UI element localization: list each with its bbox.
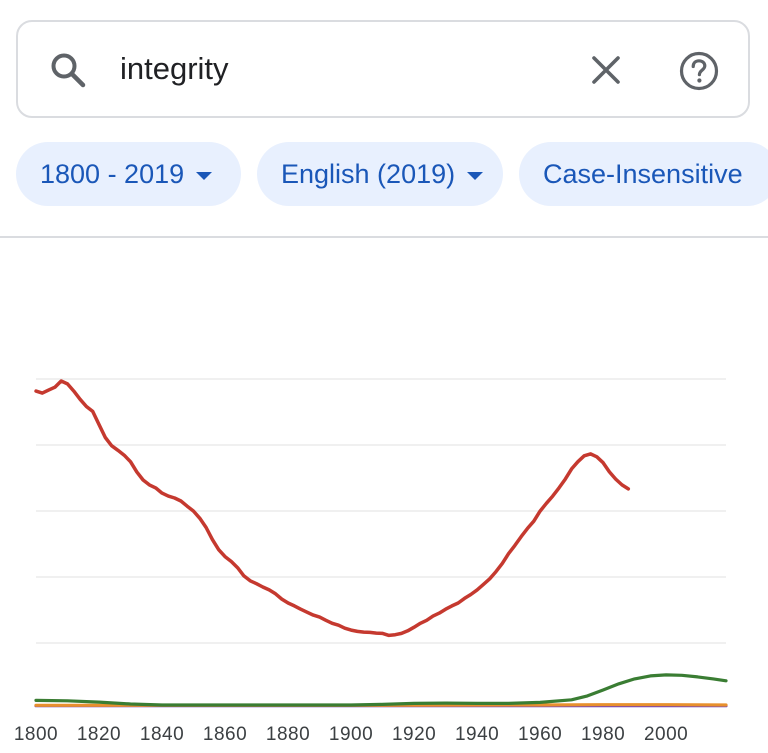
series-line-1[interactable] <box>34 673 728 707</box>
case-sensitivity-label: Case-Insensitive <box>543 158 743 189</box>
x-tick-label: 1960 <box>518 724 562 745</box>
x-tick-label: 1900 <box>329 724 373 745</box>
x-tick-label: 1860 <box>203 724 247 745</box>
x-tick-label: 1820 <box>77 724 121 745</box>
corpus-label: English (2019) <box>281 158 456 189</box>
search-box[interactable] <box>16 20 750 118</box>
year-range-label: 1800 - 2019 <box>40 158 185 189</box>
divider <box>0 236 768 238</box>
x-tick-label: 1940 <box>455 724 499 745</box>
x-tick-label: 2000 <box>644 724 688 745</box>
help-circle-icon[interactable] <box>678 50 720 92</box>
year-range-dropdown[interactable]: 1800 - 2019 <box>16 142 241 206</box>
caret-down-icon <box>467 171 484 180</box>
x-tick-label: 1920 <box>392 724 436 745</box>
corpus-dropdown[interactable]: English (2019) <box>257 142 503 206</box>
x-tick-label: 1880 <box>266 724 310 745</box>
x-tick-label: 1840 <box>140 724 184 745</box>
case-sensitivity-toggle[interactable]: Case-Insensitive <box>519 142 768 206</box>
x-tick-label: 1980 <box>581 724 625 745</box>
search-input[interactable] <box>120 40 560 98</box>
close-icon[interactable] <box>586 50 626 90</box>
series-line-0[interactable] <box>34 379 631 638</box>
x-tick-label: 1800 <box>14 724 58 745</box>
search-icon[interactable] <box>48 50 88 90</box>
caret-down-icon <box>196 171 213 180</box>
